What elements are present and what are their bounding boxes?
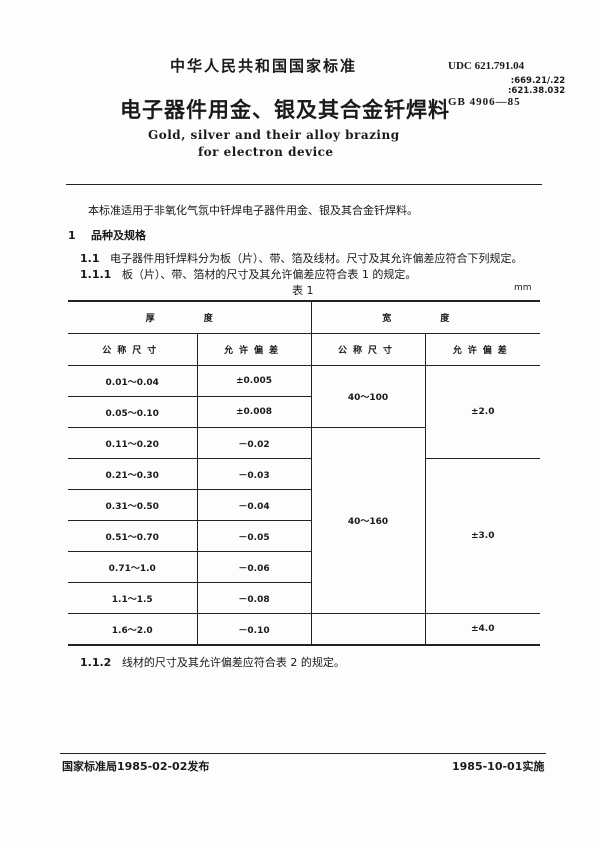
clause-1-1-2: 1.1.2 线材的尺寸及其允许偏差应符合表 2 的规定。 [80, 654, 345, 670]
width-tolerance: ±4.0 [424, 613, 540, 646]
header-width-tolerance: 允许偏差 [424, 333, 540, 366]
thickness-tolerance: －0.02 [196, 427, 312, 459]
table-group-header: 厚 度 宽 度 [68, 300, 540, 334]
header-width: 宽 度 [310, 300, 540, 334]
clause-number: 1.1.2 [80, 656, 112, 669]
header-width-nominal: 公称尺寸 [310, 333, 426, 366]
gb-number: GB 4906—85 [448, 96, 521, 108]
clause-number: 1.1.1 [80, 268, 112, 281]
thickness-tolerance: －0.10 [196, 613, 312, 646]
footer-divider [60, 753, 546, 754]
thickness-size: 0.21～0.30 [68, 458, 198, 490]
width-tolerance: ±3.0 [424, 458, 540, 614]
width-size: 40～160 [310, 427, 425, 614]
thickness-size: 0.31～0.50 [68, 489, 198, 521]
scope-text: 本标准适用于非氧化气氛中钎焊电子器件用金、银及其合金钎焊料。 [88, 204, 418, 217]
section-number: 1 [68, 229, 76, 242]
issue-date: 国家标准局1985-02-02发布 [62, 760, 210, 773]
thickness-tolerance: －0.03 [196, 458, 312, 490]
clause-text: 电子器件用钎焊料分为板（片）、带、箔及线材。尺寸及其允许偏差应符合下列规定。 [110, 252, 523, 265]
udc-code-extra: :669.21/.22:621.38.032 [508, 76, 565, 96]
udc-line3: :621.38.032 [508, 86, 566, 96]
thickness-size: 0.71～1.0 [68, 551, 198, 583]
section-1-heading: 1 品种及规格 [68, 227, 146, 243]
thickness-size: 0.51～0.70 [68, 520, 198, 552]
table-row: 0.21～0.30 －0.03 ±3.0 [68, 458, 540, 614]
document-title: 电子器件用金、银及其合金钎焊料 [120, 98, 450, 122]
udc-line2: :669.21/.22 [510, 76, 566, 86]
table-caption: 表 1 [292, 284, 314, 297]
thickness-tolerance: －0.08 [196, 582, 311, 614]
table-row: 0.71～1.0 －0.06 [68, 551, 540, 583]
clause-number: 1.1 [80, 252, 100, 265]
header-thickness: 厚 度 [68, 300, 312, 334]
table-row: 0.51～0.70 －0.05 [68, 520, 540, 552]
dimension-table: 厚 度 宽 度 公称尺寸 允许偏差 公称尺寸 允许偏差 0.01～0.04 ±0… [68, 300, 540, 646]
english-title-line1: Gold, silver and their alloy brazing [148, 128, 400, 142]
clause-text: 板（片）、带、箔材的尺寸及其允许偏差应符合表 1 的规定。 [121, 268, 417, 281]
table-row: 1.6～2.0 －0.10 ±4.0 [68, 613, 540, 646]
effective-date: 1985-10-01实施 [452, 760, 545, 773]
unit-label: mm [514, 283, 532, 293]
width-size: 40～100 [310, 365, 426, 428]
width-size [310, 613, 426, 646]
section-title: 品种及规格 [90, 229, 146, 242]
thickness-size: 0.11～0.20 [68, 427, 198, 459]
english-title-line2: for electron device [198, 145, 334, 159]
table-column-header: 公称尺寸 允许偏差 公称尺寸 允许偏差 [68, 333, 540, 366]
thickness-tolerance: ±0.008 [196, 396, 311, 428]
header-divider [66, 184, 542, 185]
thickness-tolerance: －0.04 [196, 489, 311, 521]
clause-1-1: 1.1 电子器件用钎焊料分为板（片）、带、箔及线材。尺寸及其允许偏差应符合下列规… [80, 250, 523, 266]
standard-type: 中华人民共和国国家标准 [170, 57, 358, 75]
thickness-size: 1.1～1.5 [68, 582, 198, 614]
thickness-tolerance: ±0.005 [196, 365, 312, 397]
header-thickness-nominal: 公称尺寸 [68, 333, 198, 366]
clause-text: 线材的尺寸及其允许偏差应符合表 2 的规定。 [121, 656, 345, 669]
thickness-size: 0.01～0.04 [68, 365, 198, 397]
thickness-tolerance: －0.05 [196, 520, 311, 552]
table-row: 0.05～0.10 ±0.008 [68, 396, 540, 428]
clause-1-1-1: 1.1.1 板（片）、带、箔材的尺寸及其允许偏差应符合表 1 的规定。 [80, 266, 416, 282]
thickness-size: 1.6～2.0 [68, 613, 198, 646]
thickness-size: 0.05～0.10 [68, 396, 198, 428]
table-row: 1.1～1.5 －0.08 [68, 582, 540, 614]
table-row: 0.01～0.04 ±0.005 40～100 ±2.0 [68, 365, 540, 459]
udc-code: UDC 621.791.04 [448, 60, 525, 72]
header-thickness-tolerance: 允许偏差 [196, 333, 312, 366]
width-tolerance: ±2.0 [424, 365, 540, 459]
thickness-tolerance: －0.06 [196, 551, 311, 583]
